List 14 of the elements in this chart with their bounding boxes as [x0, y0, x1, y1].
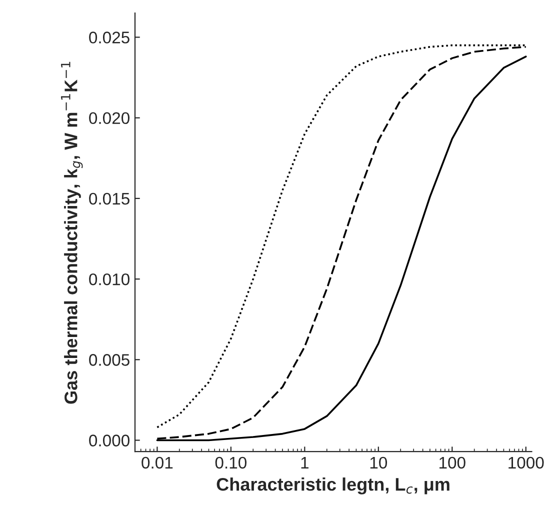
- y-tick-label: 0.000: [89, 434, 130, 446]
- x-tick-label: 100: [440, 456, 466, 469]
- x-tick-label: 1000: [508, 456, 544, 469]
- y-tick-label: 0.010: [89, 273, 130, 286]
- y-tick-label: 0.005: [89, 354, 130, 366]
- x-tick-label: 0.01: [142, 456, 173, 469]
- x-tick-label: 0.10: [215, 456, 246, 469]
- x-tick-label: 10: [370, 456, 388, 469]
- x-tick-label: 1: [301, 457, 308, 468]
- y-tick-label: 0.020: [89, 112, 130, 124]
- y-tick-label: 0.025: [89, 32, 130, 44]
- y-axis-title: Gas thermal conductivity, k$_{g}$, W m$^{−1}$K$^{−1}$: [61, 62, 83, 404]
- y-tick-label: 0.015: [89, 192, 130, 205]
- x-axis-title: Characteristic legtn, L$_{c}$, μm: [216, 477, 450, 494]
